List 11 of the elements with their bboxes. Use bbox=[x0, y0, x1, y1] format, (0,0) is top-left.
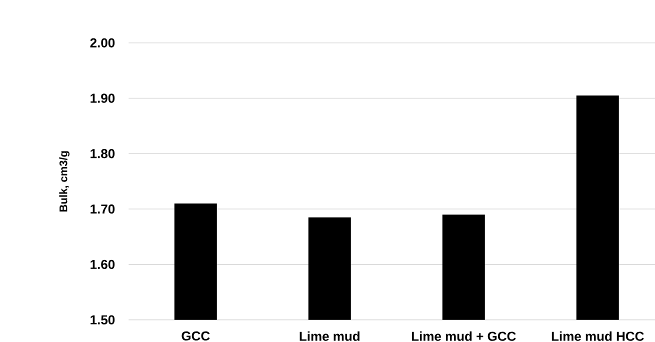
y-axis-title: Bulk, cm3/g bbox=[59, 151, 70, 212]
y-tick-label: 1.50 bbox=[90, 315, 115, 324]
y-tick-label: 1.80 bbox=[90, 149, 115, 158]
y-tick-label: 2.00 bbox=[90, 38, 115, 48]
y-tick-label: 1.70 bbox=[90, 204, 115, 214]
x-tick-label: Lime mud HCC bbox=[552, 331, 644, 341]
y-tick-label: 1.60 bbox=[90, 260, 115, 270]
y-tick-label: 1.90 bbox=[90, 94, 115, 103]
x-tick-label: Lime mud bbox=[300, 331, 360, 341]
x-tick-label: GCC bbox=[182, 331, 210, 341]
x-tick-label: Lime mud + GCC bbox=[412, 331, 516, 341]
